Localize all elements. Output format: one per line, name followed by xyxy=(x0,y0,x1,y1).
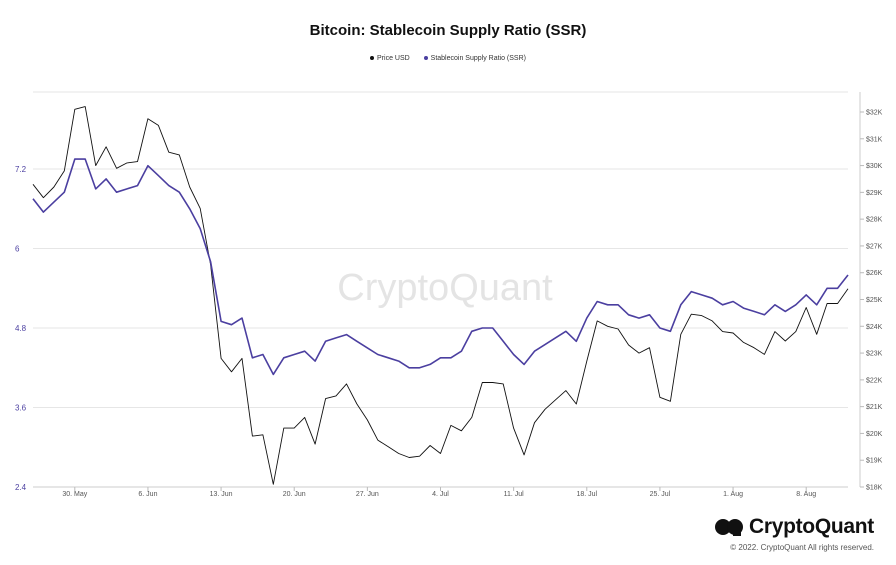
y-left-tick-label: 4.8 xyxy=(15,324,27,333)
y-left-tick-label: 2.4 xyxy=(15,483,27,492)
legend: Price USD Stablecoin Supply Ratio (SSR) xyxy=(0,55,896,62)
x-tick-label: 1. Aug xyxy=(723,491,743,498)
x-tick-label: 4. Jul xyxy=(432,491,449,498)
x-tick-label: 13. Jun xyxy=(210,491,233,498)
x-tick-label: 27. Jun xyxy=(356,491,379,498)
ssr-line xyxy=(32,158,849,376)
y-right-tick-label: $26K xyxy=(866,270,883,277)
y-right-tick-label: $32K xyxy=(866,110,883,117)
y-left-tick-label: 6 xyxy=(15,245,20,254)
legend-marker-price xyxy=(370,56,375,61)
x-tick-label: 8. Aug xyxy=(796,491,816,498)
price-usd-line xyxy=(32,106,849,485)
legend-label-ssr: Stablecoin Supply Ratio (SSR) xyxy=(430,55,526,62)
y-right-tick-label: $21K xyxy=(866,404,883,411)
footer-brand: CryptoQuant xyxy=(748,515,874,538)
y-right-tick-label: $27K xyxy=(866,243,883,250)
y-right-tick-label: $20K xyxy=(866,431,883,438)
legend-marker-ssr xyxy=(423,56,428,61)
x-tick-label: 25. Jul xyxy=(650,491,671,498)
watermark: CryptoQuant xyxy=(337,267,553,309)
y-right-tick-label: $30K xyxy=(866,163,883,170)
y-right-tick-label: $18K xyxy=(866,485,883,492)
y-right-tick-label: $19K xyxy=(866,458,883,465)
footer-logo: CryptoQuant xyxy=(714,515,874,539)
y-right-tick-label: $31K xyxy=(866,136,883,143)
chart-title: Bitcoin: Stablecoin Supply Ratio (SSR) xyxy=(309,22,587,39)
y-right-tick-label: $22K xyxy=(866,377,883,384)
y-left-tick-label: 7.2 xyxy=(15,165,27,174)
footer-copyright: © 2022. CryptoQuant All rights reserved. xyxy=(730,543,874,552)
y-right-tick-label: $29K xyxy=(866,190,883,197)
y-right-tick-label: $28K xyxy=(866,217,883,224)
x-tick-label: 6. Jun xyxy=(138,491,157,498)
legend-label-price: Price USD xyxy=(377,55,410,62)
x-tick-label: 18. Jul xyxy=(576,491,597,498)
x-tick-label: 30. May xyxy=(62,491,87,498)
cryptoquant-logo-icon xyxy=(714,519,743,536)
y-right-tick-label: $24K xyxy=(866,324,883,331)
legend-item-price[interactable]: Price USD xyxy=(370,55,410,62)
legend-item-ssr[interactable]: Stablecoin Supply Ratio (SSR) xyxy=(423,55,526,62)
x-tick-label: 20. Jun xyxy=(283,491,306,498)
y-right-tick-label: $25K xyxy=(866,297,883,304)
x-tick-label: 11. Jul xyxy=(504,491,525,498)
y-left-tick-label: 3.6 xyxy=(15,404,27,413)
y-right-tick-label: $23K xyxy=(866,351,883,358)
